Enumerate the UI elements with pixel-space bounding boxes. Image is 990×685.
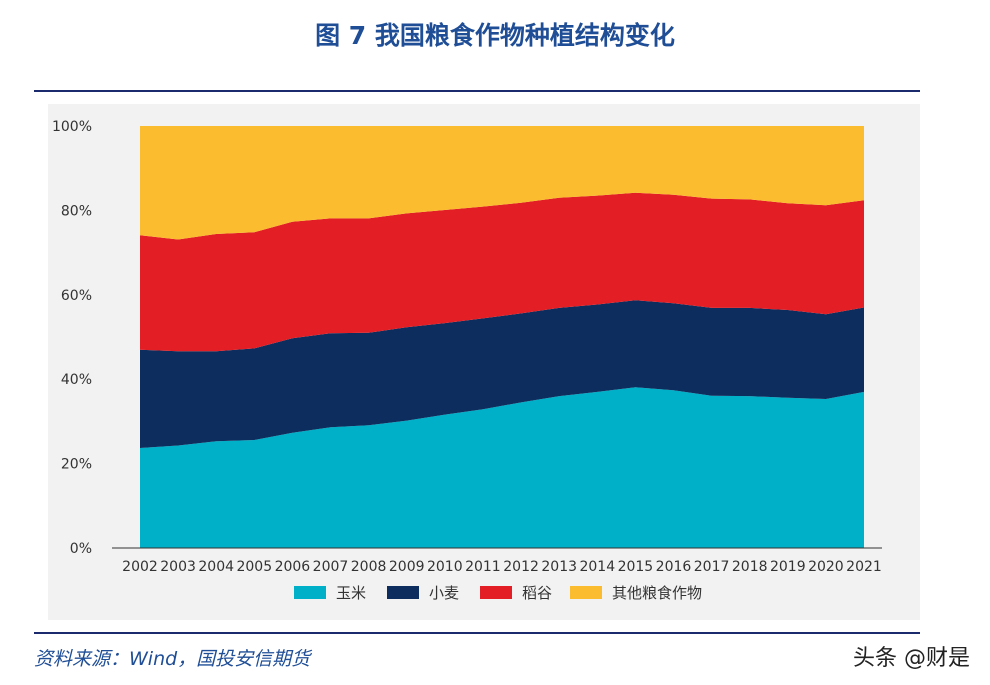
legend-label: 稻谷 (522, 584, 552, 602)
y-tick-label: 60% (61, 288, 92, 304)
legend-swatch (570, 586, 602, 599)
x-tick-label: 2016 (656, 559, 692, 575)
legend-label: 其他粮食作物 (612, 584, 702, 602)
area-series-1 (140, 387, 864, 548)
x-tick-label: 2008 (351, 559, 387, 575)
legend-swatch (480, 586, 512, 599)
x-tick-label: 2006 (275, 559, 311, 575)
legend-label: 小麦 (429, 584, 459, 602)
legend-label: 玉米 (336, 584, 366, 602)
x-tick-label: 2003 (160, 559, 196, 575)
x-tick-label: 2020 (808, 559, 844, 575)
x-tick-label: 2014 (579, 559, 615, 575)
x-tick-label: 2015 (618, 559, 654, 575)
x-tick-label: 2007 (313, 559, 349, 575)
x-tick-label: 2013 (541, 559, 577, 575)
source-divider (34, 632, 920, 634)
title-divider (34, 90, 920, 92)
legend-swatch (387, 586, 419, 599)
y-tick-label: 80% (61, 203, 92, 219)
x-tick-label: 2005 (236, 559, 272, 575)
watermark: 头条 @财是 (853, 646, 970, 671)
x-tick-label: 2017 (694, 559, 730, 575)
chart-title: 图 7 我国粮食作物种植结构变化 (315, 21, 675, 50)
y-tick-label: 0% (70, 541, 92, 557)
area-series-2 (140, 300, 864, 448)
x-tick-label: 2002 (122, 559, 158, 575)
legend-swatch (294, 586, 326, 599)
x-tick-label: 2009 (389, 559, 425, 575)
area-series-3 (140, 192, 864, 352)
x-tick-label: 2004 (198, 559, 234, 575)
source-note: 资料来源：Wind，国投安信期货 (34, 648, 311, 670)
x-tick-label: 2018 (732, 559, 768, 575)
y-tick-label: 40% (61, 372, 92, 388)
x-tick-label: 2010 (427, 559, 463, 575)
x-tick-label: 2012 (503, 559, 539, 575)
x-tick-label: 2019 (770, 559, 806, 575)
area-series-4 (140, 126, 864, 240)
x-tick-label: 2011 (465, 559, 501, 575)
y-tick-label: 20% (61, 457, 92, 473)
y-tick-label: 100% (52, 119, 92, 135)
x-tick-label: 2021 (846, 559, 882, 575)
